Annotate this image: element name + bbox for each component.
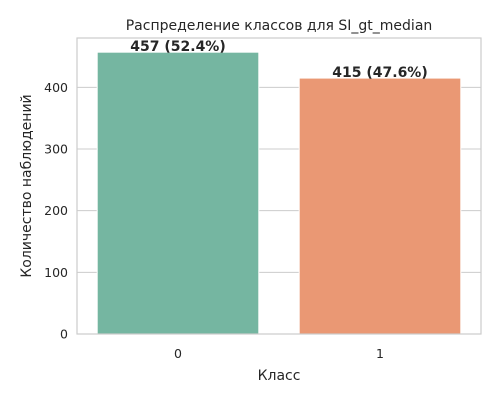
data-labels: 457 (52.4%) 415 (47.6%): [130, 39, 427, 81]
y-tick-label: 0: [60, 327, 68, 342]
x-tick-label: 1: [376, 346, 384, 361]
bar-class-1: [298, 77, 462, 335]
bars: [96, 51, 462, 335]
plot-frame: [76, 37, 482, 335]
x-tick-label: 0: [174, 346, 182, 361]
y-tick-label: 400: [44, 80, 68, 95]
data-label: 457 (52.4%): [130, 39, 225, 55]
x-axis-label: Класс: [258, 368, 301, 384]
y-tick-label: 100: [44, 265, 68, 280]
y-tick-labels: 0 100 200 300 400: [44, 80, 68, 342]
bar-class-0: [96, 51, 260, 335]
data-label: 415 (47.6%): [332, 65, 427, 81]
y-tick-label: 300: [44, 142, 68, 157]
chart-title: Распределение классов для SI_gt_median: [126, 18, 433, 34]
y-axis-label: Количество наблюдений: [19, 94, 35, 277]
y-tick-label: 200: [44, 203, 68, 218]
